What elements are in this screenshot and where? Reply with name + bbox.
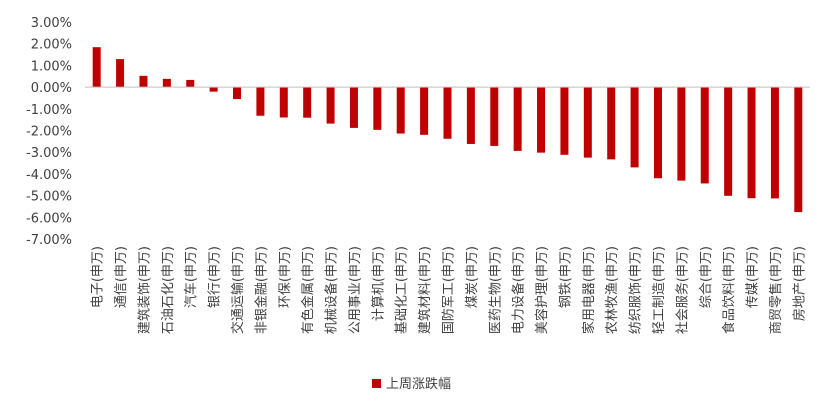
category-label: 煤炭(申万) <box>465 246 480 308</box>
category-label: 机械设备(申万) <box>324 246 340 334</box>
category-label: 医药生物(申万) <box>488 246 503 334</box>
category-label: 有色金属(申万) <box>300 246 316 334</box>
bar <box>583 87 592 158</box>
category-label: 环保(申万) <box>278 246 293 308</box>
y-axis: 3.00% 2.00% 1.00% 0.00% -1.00% -2.00% -3.00% -4… <box>26 16 72 248</box>
bars <box>92 47 803 213</box>
category-label: 计算机(申万) <box>371 246 386 321</box>
bar <box>139 75 148 88</box>
category-label: 农林牧渔(申万) <box>605 246 620 334</box>
legend-label: 上周涨跌幅 <box>386 376 451 392</box>
bar <box>396 87 405 134</box>
category-label: 通信(申万) <box>114 246 129 308</box>
bar <box>490 87 499 146</box>
bar <box>653 87 662 179</box>
bar <box>326 87 335 124</box>
category-label: 传媒(申万) <box>746 246 761 308</box>
bar <box>256 87 265 116</box>
y-tick-label: -7.00% <box>26 233 72 248</box>
bar <box>186 79 195 88</box>
category-label: 钢铁(申万) <box>558 246 573 308</box>
y-tick-label: 0.00% <box>31 81 72 96</box>
legend: 上周涨跌幅 <box>372 376 451 392</box>
category-label: 轻工制造(申万) <box>652 246 667 334</box>
category-label: 电力设备(申万) <box>511 246 527 334</box>
category-label: 家用电器(申万) <box>581 246 597 334</box>
y-tick-label: -6.00% <box>26 211 72 226</box>
y-tick-label: -3.00% <box>26 146 72 161</box>
bar <box>794 87 803 213</box>
y-tick-label: -5.00% <box>26 190 72 205</box>
bar <box>162 78 171 88</box>
bar <box>560 87 569 155</box>
category-label: 石油石化(申万) <box>161 246 176 334</box>
category-label: 基础化工(申万) <box>395 246 410 334</box>
bar <box>630 87 639 168</box>
bar <box>770 87 779 199</box>
bar <box>303 87 312 118</box>
category-label: 商贸零售(申万) <box>768 246 784 334</box>
bar <box>92 47 101 88</box>
y-tick-label: -2.00% <box>26 125 72 140</box>
bar <box>349 87 358 128</box>
bar <box>209 87 218 92</box>
category-label: 综合(申万) <box>699 246 714 308</box>
bar <box>677 87 686 181</box>
bar <box>700 87 709 184</box>
category-label: 交通运输(申万) <box>230 246 246 334</box>
bar <box>279 87 288 118</box>
category-label: 银行(申万) <box>208 246 223 308</box>
category-label: 美容护理(申万) <box>534 246 550 334</box>
bar <box>724 87 733 196</box>
category-label: 公用事业(申万) <box>348 246 363 334</box>
category-label: 食品饮料(申万) <box>721 246 737 334</box>
legend-swatch <box>372 379 381 388</box>
bar <box>420 87 429 135</box>
category-label: 纺织服饰(申万) <box>629 246 644 334</box>
y-tick-label: -4.00% <box>26 168 72 183</box>
y-tick-label: -1.00% <box>26 103 72 118</box>
y-tick-label: 3.00% <box>31 16 72 31</box>
bar <box>513 87 522 151</box>
category-label: 国防军工(申万) <box>441 246 457 334</box>
bar <box>607 87 616 160</box>
bar <box>233 87 242 100</box>
bar <box>466 87 475 144</box>
category-label: 社会服务(申万) <box>674 246 690 334</box>
bar <box>373 87 382 130</box>
y-tick-label: 1.00% <box>31 59 72 74</box>
y-tick-label: 2.00% <box>31 38 72 53</box>
category-label: 建筑材料(申万) <box>417 246 433 334</box>
category-label: 电子(申万) <box>91 246 106 308</box>
category-label: 非银金融(申万) <box>253 246 269 334</box>
category-label: 建筑装饰(申万) <box>136 246 152 334</box>
category-label: 房地产(申万) <box>791 246 807 321</box>
category-label: 汽车(申万) <box>183 246 199 308</box>
bar <box>443 87 452 139</box>
bar <box>747 87 756 199</box>
bar <box>537 87 546 153</box>
bar <box>116 59 125 88</box>
category-labels: 电子(申万) 通信(申万) 建筑装饰(申万) 石油石化(申万) 汽车(申万) 银行(申万)… <box>91 246 808 334</box>
